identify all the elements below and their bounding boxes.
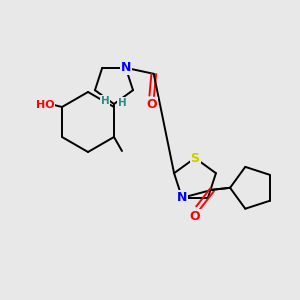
Text: O: O [146, 98, 157, 111]
Text: N: N [177, 191, 187, 204]
Text: N: N [121, 61, 131, 74]
Text: O: O [190, 210, 200, 223]
Text: H: H [118, 98, 126, 108]
Text: HO: HO [36, 100, 54, 110]
Text: S: S [190, 152, 200, 164]
Text: H: H [100, 96, 109, 106]
